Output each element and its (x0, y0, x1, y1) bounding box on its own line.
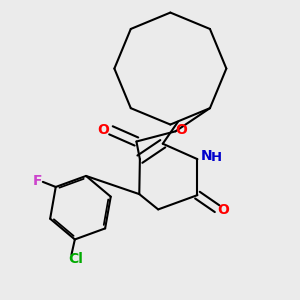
Text: O: O (98, 123, 110, 136)
Text: O: O (176, 123, 188, 136)
Text: F: F (33, 174, 42, 188)
Text: Cl: Cl (68, 252, 83, 266)
Text: O: O (217, 203, 229, 217)
Text: H: H (211, 151, 222, 164)
Text: N: N (201, 149, 212, 164)
